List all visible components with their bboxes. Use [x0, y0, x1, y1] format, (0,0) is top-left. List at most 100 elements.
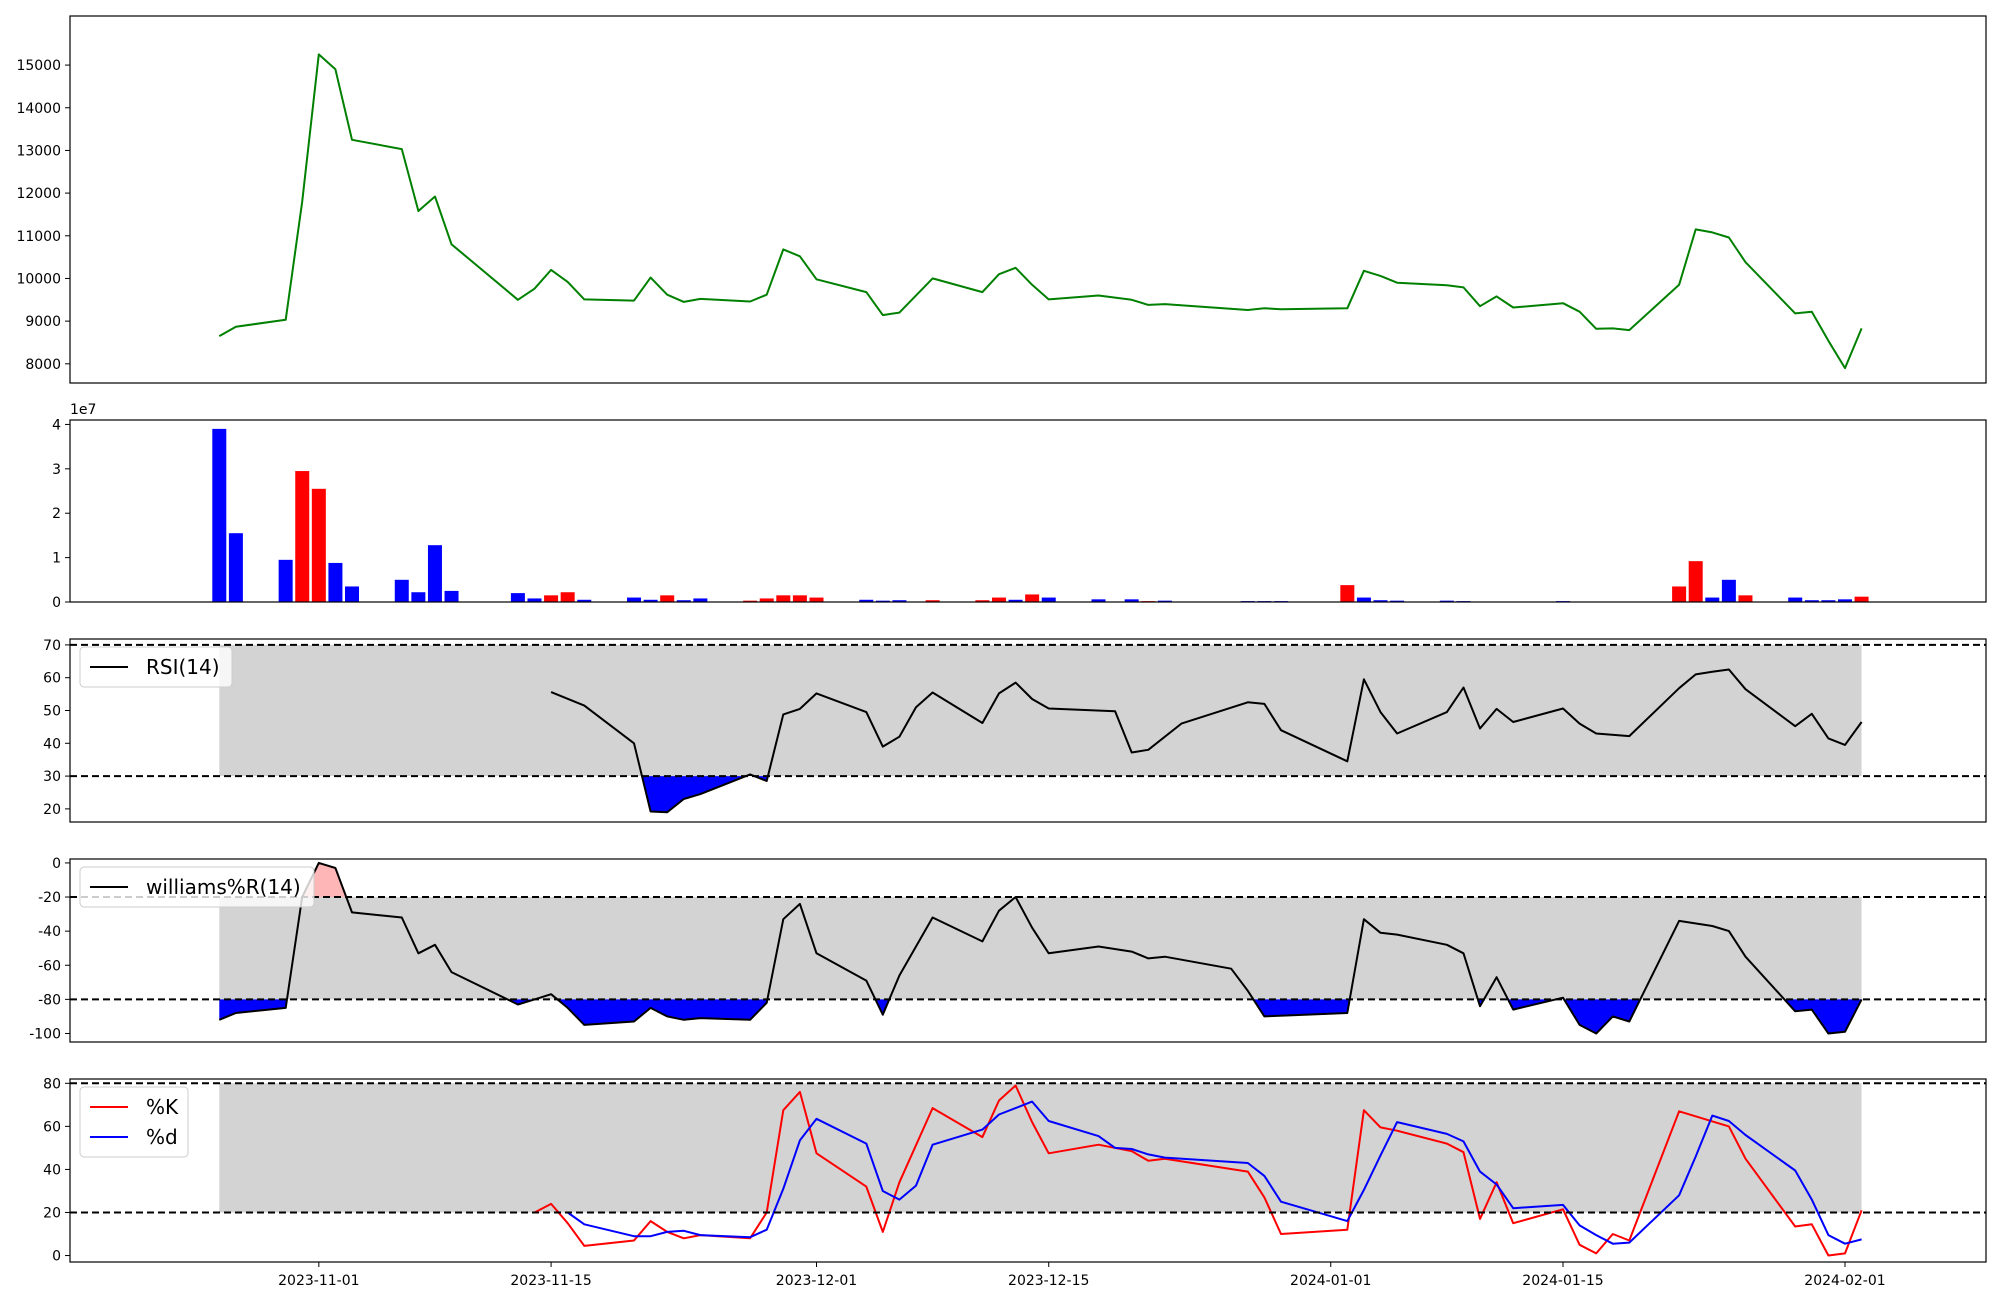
y-tick-label: 0 — [52, 1249, 61, 1265]
series-line-price-0 — [218, 53, 1863, 370]
legend: %K %d — [79, 1086, 189, 1158]
volume-bar — [278, 559, 293, 602]
volume-bar — [212, 428, 227, 602]
volume-bar — [1373, 600, 1388, 602]
y-tick-label: 0 — [52, 595, 61, 611]
volume-bar — [809, 597, 824, 602]
volume-bar — [1854, 596, 1869, 602]
y-tick-label: 60 — [43, 671, 61, 687]
volume-bar — [1837, 599, 1852, 602]
axis-offset-label: 1e7 — [70, 402, 96, 418]
volume-bar — [991, 597, 1006, 602]
volume-bar — [1091, 599, 1106, 602]
volume-bar — [1721, 579, 1736, 602]
y-tick-label: 1 — [52, 551, 61, 567]
volume-bar — [743, 600, 758, 602]
volume-bar — [295, 471, 310, 602]
y-tick-label: 4 — [52, 417, 61, 433]
y-tick-label: 40 — [43, 736, 61, 752]
indicator-band — [219, 644, 1862, 777]
volume-bar — [693, 598, 708, 602]
series-line-stochastic-1 — [567, 1100, 1862, 1245]
x-tick-label: 2024-01-15 — [1522, 1273, 1603, 1289]
volume-bar — [345, 586, 360, 602]
volume-bar — [1672, 586, 1687, 602]
plot-area-stochastic — [70, 1082, 1986, 1257]
volume-bar — [776, 595, 791, 602]
legend-label: %K — [146, 1095, 179, 1119]
volume-bar — [510, 593, 525, 602]
legend-label: RSI(14) — [146, 655, 220, 679]
volume-bar — [875, 600, 890, 602]
y-tick-label: 8000 — [25, 357, 61, 373]
plot-area-williams — [70, 861, 1986, 1035]
volume-bar — [643, 599, 658, 602]
x-tick-label: 2023-12-15 — [1008, 1273, 1089, 1289]
y-tick-label: 40 — [43, 1162, 61, 1178]
volume-bar — [1821, 600, 1836, 602]
volume-bar — [577, 599, 592, 602]
volume-bar — [1705, 597, 1720, 602]
legend: RSI(14) — [79, 646, 233, 688]
y-tick-label: -20 — [38, 890, 61, 906]
oversold-fill — [1784, 999, 1862, 1034]
y-tick-label: 70 — [43, 638, 61, 654]
volume-bar — [676, 600, 691, 602]
indicator-band — [219, 897, 1862, 1000]
volume-bar — [792, 595, 807, 602]
y-tick-label: 20 — [43, 1205, 61, 1221]
panel-rsi: 20 30 40 50 60 70 RSI(14) — [43, 638, 1987, 823]
y-tick-label: -40 — [38, 924, 61, 940]
volume-bar — [560, 592, 575, 602]
x-tick-label: 2023-12-01 — [776, 1273, 857, 1289]
y-tick-label: 10000 — [16, 271, 61, 287]
y-tick-label: 12000 — [16, 186, 61, 202]
volume-bar — [427, 545, 442, 602]
volume-bar — [1356, 597, 1371, 602]
series-line-rsi-0 — [550, 668, 1863, 814]
y-tick-label: 14000 — [16, 101, 61, 117]
volume-bar — [411, 592, 426, 602]
volume-bar — [1390, 600, 1405, 602]
y-tick-label: 15000 — [16, 58, 61, 74]
y-tick-label: 20 — [43, 802, 61, 818]
volume-bar — [311, 488, 326, 602]
volume-bar — [1340, 585, 1355, 602]
volume-bar — [1788, 597, 1803, 602]
panel-stochastic: 0 20 40 60 80 2023-11-01 2023-11-15 2023-12-01 2… — [43, 1076, 1987, 1289]
legend-label: %d — [146, 1125, 178, 1149]
plot-area-volume — [212, 428, 1869, 602]
y-tick-label: -80 — [38, 992, 61, 1008]
panel-frame-rsi — [69, 638, 1987, 823]
oversold-fill — [641, 776, 746, 813]
panel-price: 8000 9000 10000 11000 12000 13000 14000 15000 — [16, 15, 1987, 384]
y-tick-label: 50 — [43, 703, 61, 719]
volume-bar — [228, 533, 243, 602]
y-tick-label: -60 — [38, 958, 61, 974]
y-tick-label: -100 — [29, 1026, 61, 1042]
volume-bar — [759, 598, 774, 602]
legend-box — [79, 646, 233, 688]
legend-label: williams%R(14) — [146, 875, 301, 899]
panel-frame-stochastic — [69, 1078, 1987, 1263]
volume-bar — [1439, 600, 1454, 602]
y-tick-label: 13000 — [16, 143, 61, 159]
series-line-williams-0 — [218, 861, 1863, 1035]
volume-bar — [925, 600, 940, 602]
y-tick-label: 9000 — [25, 314, 61, 330]
volume-bar — [1008, 599, 1023, 602]
volume-bar — [544, 595, 559, 602]
volume-bar — [1041, 597, 1056, 602]
x-tick-label: 2023-11-15 — [510, 1273, 591, 1289]
plot-area-rsi — [70, 643, 1986, 814]
volume-bar — [444, 590, 459, 602]
volume-bar — [527, 598, 542, 602]
volume-bar — [328, 562, 343, 602]
chart-panels: 8000900010000110001200013000140001500001… — [16, 15, 1987, 1289]
y-tick-label: 60 — [43, 1119, 61, 1135]
volume-bar — [394, 579, 409, 602]
panel-volume: 0 1 2 3 4 1e7 — [52, 402, 1987, 611]
plot-area-price — [218, 53, 1863, 370]
volume-bar — [1688, 561, 1703, 602]
